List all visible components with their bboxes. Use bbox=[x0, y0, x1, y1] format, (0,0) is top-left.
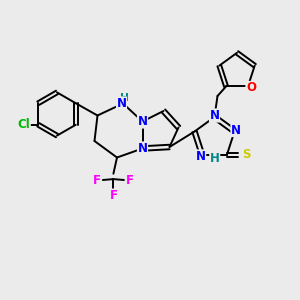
Text: S: S bbox=[242, 148, 250, 161]
Text: O: O bbox=[246, 81, 256, 94]
Text: F: F bbox=[126, 174, 134, 187]
Text: Cl: Cl bbox=[17, 118, 30, 131]
Text: H: H bbox=[120, 93, 129, 103]
Text: N: N bbox=[137, 142, 148, 155]
Text: N: N bbox=[116, 97, 127, 110]
Text: F: F bbox=[110, 189, 117, 202]
Text: H: H bbox=[210, 152, 220, 165]
Text: N: N bbox=[209, 109, 220, 122]
Text: F: F bbox=[93, 174, 101, 187]
Text: N: N bbox=[196, 150, 206, 163]
Text: N: N bbox=[231, 124, 241, 136]
Text: N: N bbox=[137, 115, 148, 128]
